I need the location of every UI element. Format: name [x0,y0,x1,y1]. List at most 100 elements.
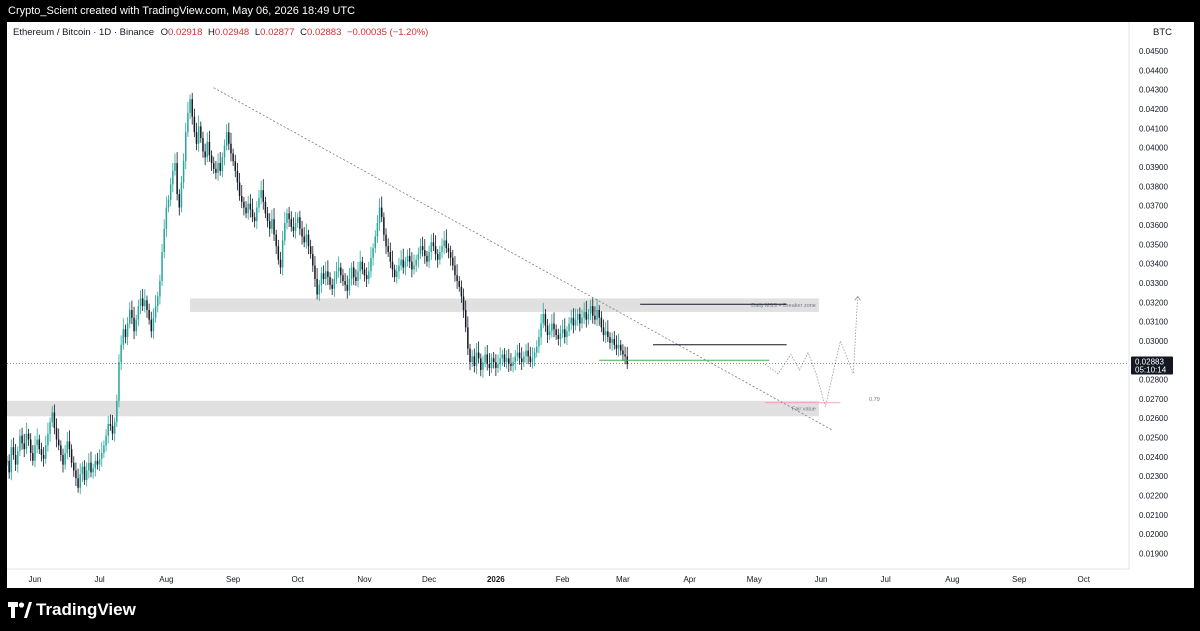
y-tick-label: 0.03200 [1139,298,1168,307]
candle-body [156,296,159,307]
x-tick-label: 2026 [487,575,505,584]
candle-body [290,219,293,227]
candle-body [499,358,501,365]
candle-body [299,217,301,229]
y-tick-label: 0.02800 [1139,376,1168,385]
candle-body [19,435,21,452]
tradingview-brand[interactable]: TradingView [8,600,136,620]
tradingview-logo-icon [8,602,32,618]
candle-body [230,143,232,154]
close-key: C [300,27,308,38]
candle-body [228,132,230,144]
candle-body [536,346,538,353]
candle-body [518,352,521,359]
candle-body [406,255,409,262]
candle-body [396,271,398,278]
candle-body [109,424,112,426]
candle-body [193,116,196,133]
candle-body [303,236,305,243]
candle-body [10,447,13,473]
x-tick-label: Sep [226,575,241,584]
candle-body [324,271,327,280]
candle-body [346,284,349,291]
candle-body [439,252,441,260]
price-tag-countdown: 05:10:14 [1135,366,1167,375]
candle-body [561,329,564,334]
candle-body [583,311,585,318]
candle-body [273,219,275,235]
candle-body [512,362,514,367]
candle-body [365,275,368,280]
candle-body [281,240,284,268]
candle-body [566,331,568,338]
candle-body [340,267,342,276]
candle-body [378,207,381,224]
candle-body [469,348,471,363]
candle-body [335,271,338,280]
fib-label: 0.79 [869,397,880,403]
candle-body [85,470,88,481]
candle-body [212,163,215,169]
candle-body [116,400,118,423]
candle-body [408,255,411,262]
y-tick-label: 0.02400 [1139,453,1168,462]
candle-body [376,223,379,237]
candle-body [34,445,36,461]
candle-body [456,275,458,282]
candle-body [296,217,299,224]
candle-body [236,170,239,183]
candle-body [514,356,516,363]
candle-body [322,273,325,280]
candle-body [256,207,258,222]
candle-body [90,462,92,473]
candle-body [411,261,413,270]
candle-body [217,163,219,173]
candle-body [505,358,508,363]
candle-body [417,253,420,260]
candle-body [589,306,592,314]
candle-body [415,259,417,266]
candle-body [452,257,454,266]
x-tick-label: May [747,575,762,584]
candle-body [57,439,60,446]
candle-body [68,441,71,450]
candle-body [398,265,400,272]
candle-body [587,313,590,320]
candle-body [206,141,209,158]
candle-body [564,329,566,338]
candle-body [266,213,269,222]
candle-body [531,358,534,363]
candle-body [260,190,262,198]
candle-body [81,466,84,475]
y-tick-label: 0.02600 [1139,414,1168,423]
candle-body [238,182,241,196]
chart-credit-bar: Crypto_Scient created with TradingView.c… [0,0,1200,22]
candle-body [523,356,525,363]
candle-body [210,155,213,164]
candle-body [447,248,450,253]
price-chart[interactable]: Daily MSS + Breaker zone Fair value 0.79 0.… [7,22,1194,588]
candle-body [178,194,181,208]
candle-body [389,252,392,262]
candle-body [520,358,523,363]
candle-body [471,356,473,363]
candle-body [617,344,620,349]
candle-body [540,323,542,338]
y-tick-label: 0.03300 [1139,279,1168,288]
candle-body [163,228,165,253]
candle-body [152,317,155,332]
candle-body [79,474,81,488]
candle-body [318,284,321,295]
chart-panel[interactable]: Daily MSS + Breaker zone Fair value 0.79 0.… [7,22,1194,588]
candle-body [391,261,394,270]
candle-body [361,261,364,270]
candle-body [47,433,49,446]
candle-body [301,228,303,237]
y-tick-label: 0.03800 [1139,182,1168,191]
candle-body [202,137,204,152]
candle-body [191,99,193,117]
candle-body [225,132,228,146]
candle-body [352,267,355,278]
candle-body [363,269,366,276]
close-value: 0.02883 [307,27,342,38]
